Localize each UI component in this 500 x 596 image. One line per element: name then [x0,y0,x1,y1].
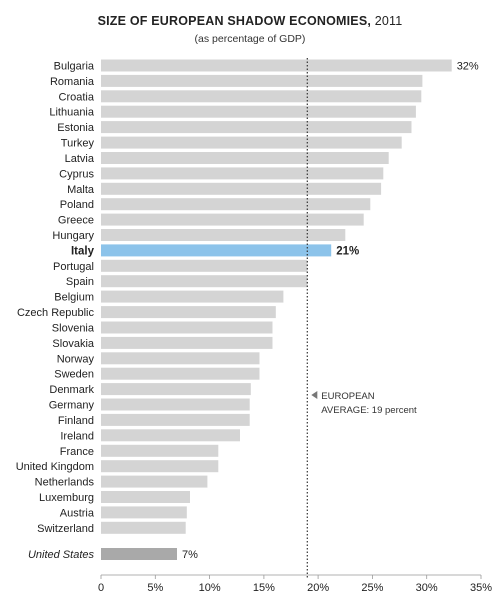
x-tick-label: 30% [416,582,438,594]
bar [101,367,260,380]
category-label: Croatia [59,91,95,103]
category-label: Czech Republic [17,307,95,319]
bar [101,213,364,226]
comparison-label: United States [28,549,95,561]
x-tick-label: 35% [470,582,492,594]
bar [101,244,332,257]
bar [101,429,240,442]
category-label: Romania [50,76,95,88]
bar [101,506,187,519]
category-label: Austria [60,507,95,519]
category-label: Switzerland [37,523,94,535]
category-label: Luxemburg [39,492,94,504]
category-label: Belgium [54,292,94,304]
bar [101,121,412,134]
bar [101,321,273,334]
bar [101,491,190,503]
bar [101,136,402,149]
bar [101,444,219,457]
bar [101,290,284,303]
bar [101,413,250,426]
category-label: Spain [66,276,94,288]
chart-subtitle: (as percentage of GDP) [194,33,306,45]
data-label: 32% [457,61,479,73]
x-tick-label: 20% [307,582,329,594]
bar [101,460,219,473]
category-label: Finland [58,415,94,427]
data-label: 21% [336,245,359,257]
bar [101,59,452,72]
category-label: Lithuania [49,107,95,119]
bar [101,167,384,180]
category-label: Netherlands [35,477,95,489]
arrow-left-icon [311,391,318,399]
category-label: Malta [67,184,95,196]
category-label: Denmark [49,384,94,396]
bar [101,521,186,534]
category-label: Italy [71,245,95,257]
bar [101,90,422,103]
x-tick-label: 25% [361,582,383,594]
category-label: Latvia [65,153,95,165]
bar [101,229,346,241]
comparison-bar [101,548,177,560]
bar [101,398,250,411]
category-label: Germany [49,400,95,412]
category-label: France [60,446,94,458]
category-label: Bulgaria [54,61,95,73]
category-label: Ireland [60,430,94,442]
category-label: Portugal [53,261,94,273]
category-label: Sweden [54,369,94,381]
bar [101,352,260,365]
data-label: 7% [182,549,198,561]
bar [101,275,308,288]
bar [101,198,371,211]
x-tick-label: 0 [98,582,104,594]
category-label: Slovenia [52,323,95,335]
x-tick-label: 5% [147,582,163,594]
bar [101,383,251,396]
category-label: Poland [60,199,94,211]
bar [101,182,382,195]
bar [101,306,276,319]
x-tick-label: 10% [199,582,221,594]
x-tick-label: 15% [253,582,275,594]
category-label: Slovakia [52,338,94,350]
chart-title: SIZE OF EUROPEAN SHADOW ECONOMIES, 2011 [97,14,403,28]
category-label: Norway [57,353,95,365]
bar [101,259,308,272]
category-label: Greece [58,215,94,227]
category-label: Turkey [61,138,95,150]
category-label: Hungary [52,230,94,242]
category-label: United Kingdom [16,461,94,473]
average-label: EUROPEAN [321,391,374,402]
category-label: Cyprus [59,168,94,180]
category-label: Estonia [57,122,95,134]
bar [101,336,273,349]
bar [101,105,416,118]
bar [101,475,208,488]
bar [101,74,423,87]
average-label: AVERAGE: 19 percent [321,405,417,416]
bar [101,152,389,164]
